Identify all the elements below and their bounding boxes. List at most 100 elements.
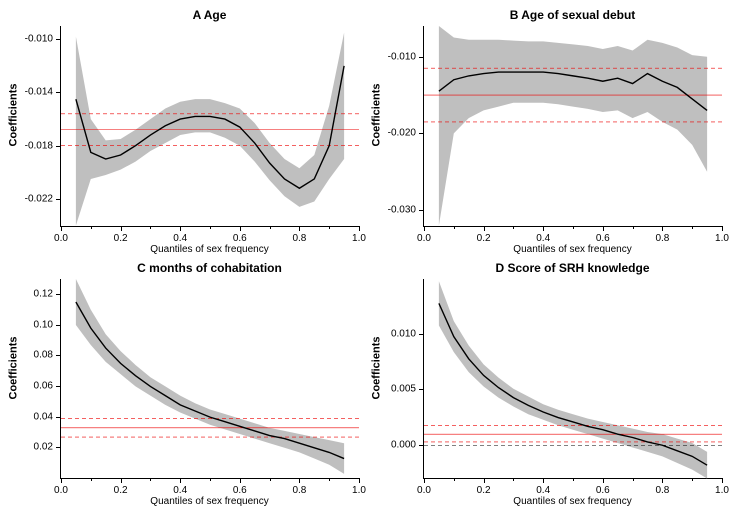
x-tick-label: 0.6	[233, 233, 247, 244]
x-tick	[424, 226, 425, 231]
plot-area-A: 0.00.20.40.60.81.0-0.022-0.018-0.014-0.0…	[60, 26, 359, 227]
x-axis-label: Quantiles of sex frequency	[423, 496, 722, 507]
figure-grid: A Age Coefficients 0.00.20.40.60.81.0-0.…	[0, 0, 738, 513]
x-tick-label: 1.0	[715, 485, 729, 496]
plot-area-C: 0.00.20.40.60.81.00.020.040.060.080.100.…	[60, 279, 359, 480]
x-tick-label: 1.0	[715, 233, 729, 244]
x-tick	[61, 478, 62, 483]
x-tick-label: 0.0	[54, 485, 68, 496]
x-minor-tick	[513, 226, 514, 229]
x-tick-label: 0.8	[292, 485, 306, 496]
y-tick	[56, 294, 61, 295]
y-tick	[419, 133, 424, 134]
x-tick	[299, 226, 300, 231]
x-tick-label: 1.0	[352, 233, 366, 244]
y-tick	[56, 386, 61, 387]
y-axis-label: Coefficients	[369, 4, 383, 227]
x-tick	[543, 226, 544, 231]
x-tick-label: 0.2	[114, 233, 128, 244]
x-tick-label: 0.4	[173, 485, 187, 496]
panel-title: D Score of SRH knowledge	[423, 261, 722, 275]
x-tick	[240, 478, 241, 483]
x-tick-label: 0.2	[477, 485, 491, 496]
y-tick-label: 0.10	[34, 319, 53, 330]
x-minor-tick	[91, 226, 92, 229]
y-tick-label: 0.08	[34, 350, 53, 361]
x-minor-tick	[270, 478, 271, 481]
y-axis-label: Coefficients	[6, 257, 20, 480]
y-tick-label: 0.005	[391, 384, 416, 395]
x-tick-label: 0.8	[292, 233, 306, 244]
y-tick	[56, 146, 61, 147]
x-minor-tick	[454, 478, 455, 481]
x-tick-label: 0.4	[536, 485, 550, 496]
x-tick	[359, 478, 360, 483]
y-axis-label: Coefficients	[369, 257, 383, 480]
y-tick	[56, 39, 61, 40]
y-tick	[419, 389, 424, 390]
x-tick	[722, 478, 723, 483]
x-minor-tick	[150, 478, 151, 481]
y-tick	[419, 445, 424, 446]
x-minor-tick	[150, 226, 151, 229]
y-tick-label: -0.020	[388, 128, 416, 139]
x-tick-label: 0.6	[596, 485, 610, 496]
x-minor-tick	[210, 478, 211, 481]
x-tick	[121, 478, 122, 483]
y-tick-label: -0.022	[25, 193, 53, 204]
x-tick	[61, 226, 62, 231]
y-tick-label: 0.12	[34, 288, 53, 299]
panel-B: B Age of sexual debut Coefficients 0.00.…	[367, 4, 730, 257]
x-tick	[424, 478, 425, 483]
panel-A: A Age Coefficients 0.00.20.40.60.81.0-0.…	[4, 4, 367, 257]
x-tick	[662, 478, 663, 483]
x-minor-tick	[633, 478, 634, 481]
x-minor-tick	[329, 478, 330, 481]
x-tick-label: 0.6	[233, 485, 247, 496]
panel-C: C months of cohabitation Coefficients 0.…	[4, 257, 367, 510]
x-minor-tick	[454, 226, 455, 229]
confidence-band	[439, 26, 707, 226]
x-tick	[484, 226, 485, 231]
x-tick	[603, 478, 604, 483]
confidence-band	[76, 33, 344, 226]
x-tick	[180, 478, 181, 483]
x-tick-label: 0.0	[54, 233, 68, 244]
x-tick	[722, 226, 723, 231]
y-tick	[56, 92, 61, 93]
x-tick-label: 0.0	[417, 485, 431, 496]
x-tick	[299, 478, 300, 483]
x-tick	[121, 226, 122, 231]
panel-title: B Age of sexual debut	[423, 8, 722, 22]
y-tick	[419, 210, 424, 211]
y-tick	[419, 57, 424, 58]
x-minor-tick	[573, 226, 574, 229]
y-tick	[56, 199, 61, 200]
x-tick-label: 0.6	[596, 233, 610, 244]
x-minor-tick	[573, 478, 574, 481]
x-minor-tick	[692, 478, 693, 481]
y-tick	[419, 334, 424, 335]
x-minor-tick	[633, 226, 634, 229]
y-tick-label: 0.000	[391, 439, 416, 450]
x-tick	[240, 226, 241, 231]
x-minor-tick	[692, 226, 693, 229]
y-tick-label: 0.02	[34, 442, 53, 453]
x-minor-tick	[210, 226, 211, 229]
y-tick	[56, 325, 61, 326]
x-axis-label: Quantiles of sex frequency	[423, 244, 722, 255]
x-tick	[662, 226, 663, 231]
plot-area-B: 0.00.20.40.60.81.0-0.030-0.020-0.010	[423, 26, 722, 227]
x-axis-label: Quantiles of sex frequency	[60, 496, 359, 507]
y-tick-label: 0.04	[34, 411, 53, 422]
y-tick-label: -0.030	[388, 205, 416, 216]
x-minor-tick	[329, 226, 330, 229]
x-tick-label: 1.0	[352, 485, 366, 496]
y-axis-label: Coefficients	[6, 4, 20, 227]
y-tick-label: -0.018	[25, 140, 53, 151]
y-tick-label: 0.06	[34, 380, 53, 391]
x-tick-label: 0.2	[114, 485, 128, 496]
panel-D: D Score of SRH knowledge Coefficients 0.…	[367, 257, 730, 510]
y-tick-label: 0.010	[391, 328, 416, 339]
y-tick-label: -0.010	[25, 34, 53, 45]
